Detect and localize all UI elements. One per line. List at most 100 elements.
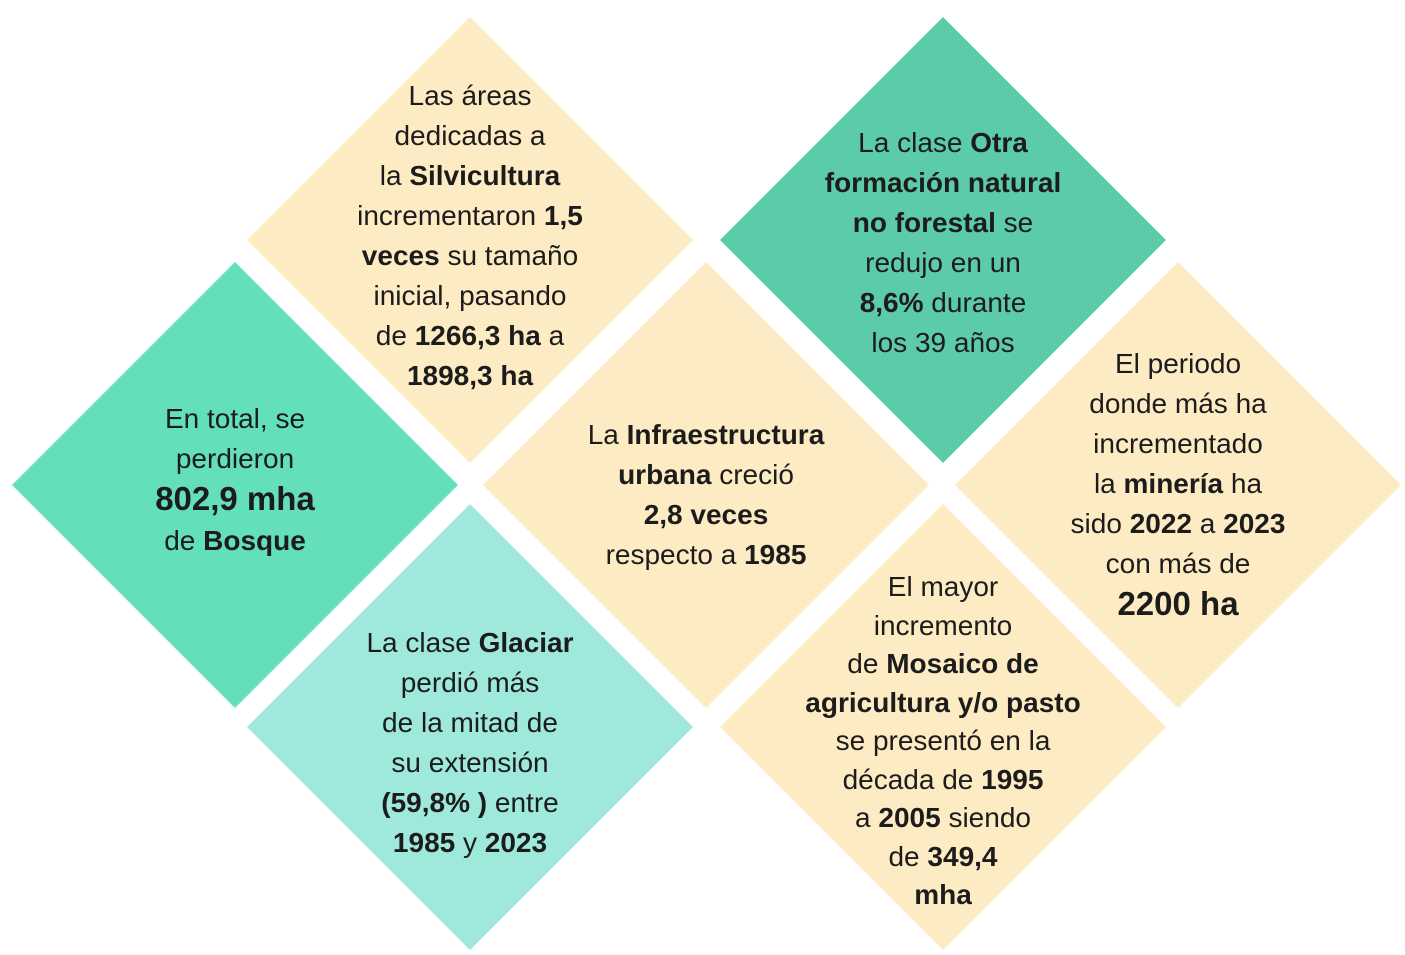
- diamond: [720, 504, 1166, 950]
- bold-text: 8,6%: [859, 287, 924, 318]
- text-line: respecto a 1985: [526, 535, 886, 575]
- text: de: [164, 525, 204, 556]
- text-line: de la mitad de: [290, 703, 650, 743]
- bold-text: Mosaico de: [886, 647, 1039, 679]
- text-line: urbana creció: [526, 455, 886, 495]
- bold-text: Silvicultura: [409, 160, 561, 191]
- text-line: En total, se: [55, 399, 415, 439]
- text-line: 1898,3 ha: [290, 356, 650, 396]
- text: ha: [1223, 468, 1263, 499]
- text: incremento: [873, 609, 1013, 641]
- text-line: incrementado: [998, 424, 1358, 464]
- bold-text: mha: [914, 878, 972, 910]
- text-line: El mayor: [763, 568, 1123, 607]
- bold-text: 2,8 veces: [643, 499, 769, 530]
- text-line: inicial, pasando: [290, 276, 650, 316]
- bold-text: Otra: [970, 127, 1028, 158]
- text-line: (59,8% ) entre: [290, 783, 650, 823]
- text: respecto a: [605, 539, 745, 570]
- text-line: mha: [763, 876, 1123, 915]
- bold-text: 1898,3 ha: [406, 360, 534, 391]
- text-line: 2,8 veces: [526, 495, 886, 535]
- text: y: [455, 827, 485, 858]
- text-line: perdieron: [55, 439, 415, 479]
- text-line: de Bosque: [55, 521, 415, 561]
- text-line: perdió más: [290, 663, 650, 703]
- text-line: Las áreas: [290, 76, 650, 116]
- text-line: La clase Otra: [763, 123, 1123, 163]
- text: siendo: [940, 801, 1031, 833]
- bold-text: formación natural: [824, 167, 1062, 198]
- text: El periodo: [1114, 348, 1242, 379]
- diamond: [955, 262, 1401, 708]
- text: perdió más: [400, 667, 540, 698]
- text: a: [855, 801, 879, 833]
- text: sido: [1070, 508, 1130, 539]
- tile-text: La clase Otra formación natural no foresta…: [763, 123, 1123, 363]
- text: de: [375, 320, 415, 351]
- text: su tamaño: [439, 240, 579, 271]
- text-line: sido 2022 a 2023: [998, 504, 1358, 544]
- bold-text: agricultura y/o pasto: [805, 686, 1081, 718]
- text-line: no forestal se: [763, 203, 1123, 243]
- text: con más de: [1105, 548, 1251, 579]
- text: durante: [923, 287, 1027, 318]
- text-line: su extensión: [290, 743, 650, 783]
- bold-text: urbana: [618, 459, 712, 490]
- text: de: [847, 647, 887, 679]
- diamond: [12, 262, 458, 708]
- text: se presentó en la: [835, 724, 1051, 756]
- text-line: se presentó en la: [763, 722, 1123, 761]
- tile-text: En total, se perdieron 802,9 mha de Bosque: [55, 399, 415, 561]
- text: de la mitad de: [382, 707, 558, 738]
- text: incrementaron: [357, 200, 544, 231]
- bold-text: 2023: [1223, 508, 1286, 539]
- bold-text: 2023: [484, 827, 548, 858]
- bold-text: Infraestructura: [626, 419, 825, 450]
- diamond: [247, 17, 693, 463]
- diamond: [483, 262, 929, 708]
- tile-text: Las áreas dedicadas a la Silvicultura incre…: [290, 76, 650, 396]
- text-line: veces su tamaño: [290, 236, 650, 276]
- tile-text: La Infraestructura urbana creció 2,8 veces…: [526, 415, 886, 575]
- text: década de: [842, 763, 982, 795]
- text-line: incrementaron 1,5: [290, 196, 650, 236]
- text-line: la Silvicultura: [290, 156, 650, 196]
- text-line: con más de: [998, 544, 1358, 584]
- bold-text: (59,8% ): [381, 787, 488, 818]
- text: La clase: [366, 627, 479, 658]
- text: incrementado: [1093, 428, 1263, 459]
- text: entre: [487, 787, 559, 818]
- text-line: donde más ha: [998, 384, 1358, 424]
- text-line: 802,9 mha: [55, 479, 415, 521]
- text: donde más ha: [1089, 388, 1267, 419]
- bold-text: 1985: [744, 539, 807, 570]
- tile-text: La clase Glaciar perdió más de la mitad de…: [290, 623, 650, 863]
- text: La clase: [858, 127, 971, 158]
- text: inicial, pasando: [373, 280, 567, 311]
- text-line: los 39 años: [763, 323, 1123, 363]
- diamond: [247, 504, 693, 950]
- text: su extensión: [391, 747, 549, 778]
- text-line: 1985 y 2023: [290, 823, 650, 863]
- bold-text: minería: [1123, 468, 1224, 499]
- bold-text: veces: [361, 240, 440, 271]
- text-line: incremento: [763, 606, 1123, 645]
- bold-text: 2022: [1129, 508, 1192, 539]
- text: la: [1093, 468, 1124, 499]
- text: redujo en un: [865, 247, 1021, 278]
- bold-text: 1266,3 ha: [414, 320, 541, 351]
- text: perdieron: [175, 443, 295, 474]
- text: creció: [711, 459, 794, 490]
- text: La: [587, 419, 627, 450]
- text-line: formación natural: [763, 163, 1123, 203]
- text: En total, se: [164, 403, 306, 434]
- bold-text: 349,4: [927, 840, 998, 872]
- bold-text: no forestal: [852, 207, 996, 238]
- text-line: a 2005 siendo: [763, 799, 1123, 838]
- text-line: agricultura y/o pasto: [763, 683, 1123, 722]
- text: los 39 años: [871, 327, 1015, 358]
- bold-text: 802,9 mha: [155, 480, 315, 517]
